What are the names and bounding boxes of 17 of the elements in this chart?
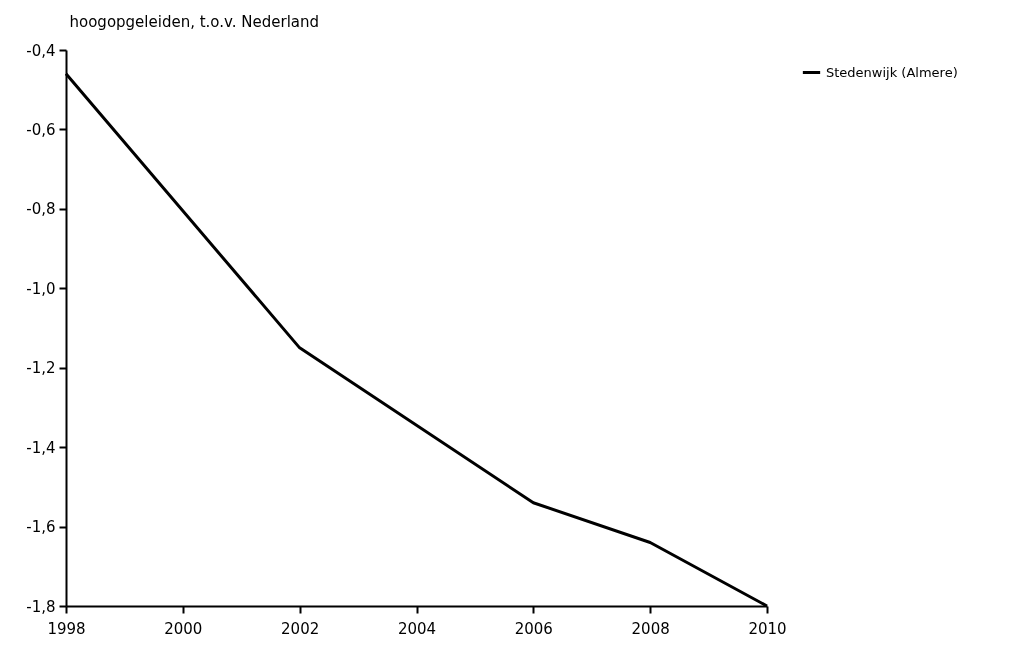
y-tick-label: -0,4 xyxy=(26,41,56,60)
y-tick-label: -0,8 xyxy=(26,200,56,219)
y-tick-label: -0,6 xyxy=(26,120,56,139)
y-tick-label: -1,2 xyxy=(26,359,56,378)
y-tick-label: -1,0 xyxy=(26,279,56,298)
x-tick-label: 2006 xyxy=(514,619,553,638)
y-tick-label: -1,6 xyxy=(26,518,56,537)
y-tick-label: -1,8 xyxy=(26,597,56,616)
legend-label: Stedenwijk (Almere) xyxy=(826,64,958,80)
x-tick-label: 1998 xyxy=(47,619,86,638)
x-tick-label: 2000 xyxy=(164,619,203,638)
y-axis-title: hoogopgeleiden, t.o.v. Nederland xyxy=(69,12,320,31)
y-tick-label: -1,4 xyxy=(26,438,56,457)
x-tick-label: 2002 xyxy=(281,619,320,638)
x-tick-label: 2004 xyxy=(397,619,437,638)
x-tick-label: 2010 xyxy=(748,619,787,638)
x-tick-label: 2008 xyxy=(631,619,670,638)
